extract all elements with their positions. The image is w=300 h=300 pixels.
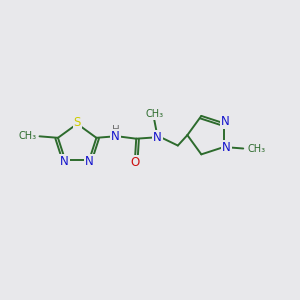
Text: N: N [222, 141, 231, 154]
Text: CH₃: CH₃ [18, 131, 37, 141]
Text: N: N [60, 154, 69, 167]
Text: N: N [111, 130, 120, 143]
Text: N: N [85, 154, 94, 167]
Text: N: N [153, 131, 162, 144]
Text: CH₃: CH₃ [145, 109, 164, 119]
Text: H: H [112, 125, 120, 135]
Text: S: S [74, 116, 81, 129]
Text: N: N [221, 115, 230, 128]
Text: O: O [130, 156, 140, 169]
Text: CH₃: CH₃ [248, 144, 266, 154]
